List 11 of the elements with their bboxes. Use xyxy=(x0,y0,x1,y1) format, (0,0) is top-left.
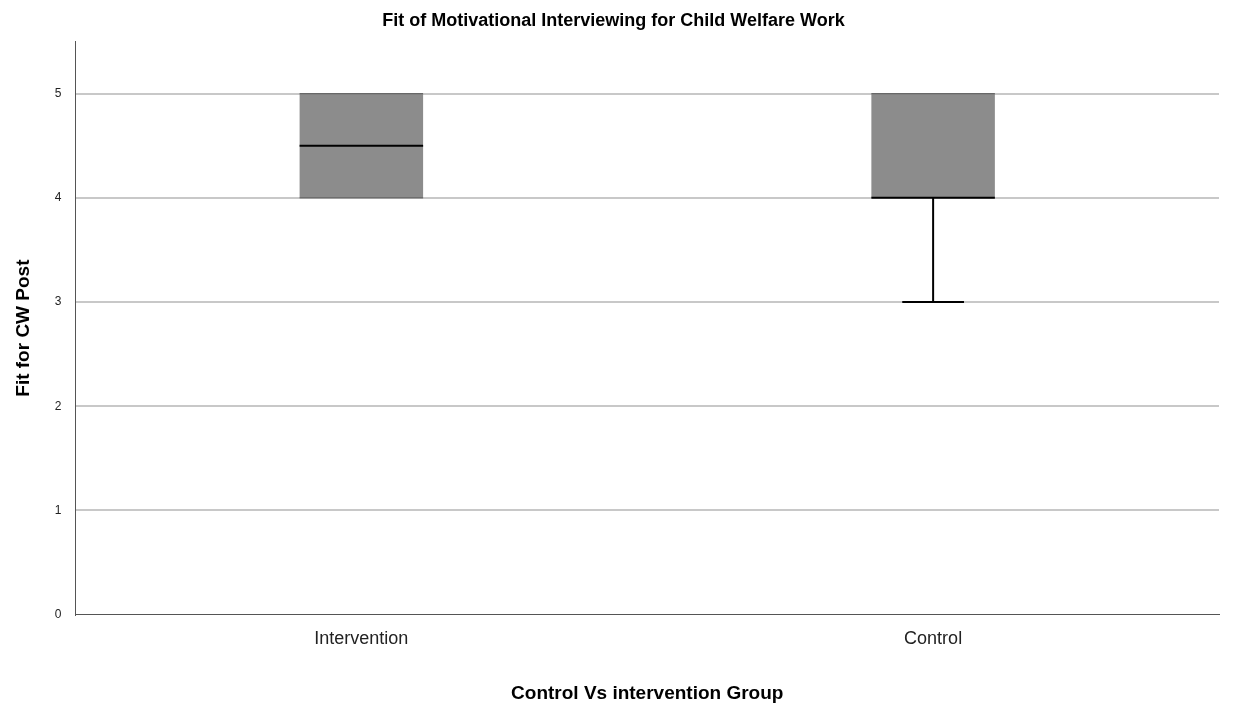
y-tick-label: 1 xyxy=(54,502,62,517)
x-tick-label: Control xyxy=(904,628,963,649)
y-tick-label: 4 xyxy=(54,190,62,205)
x-tick-label: Intervention xyxy=(314,628,409,649)
y-tick-label: 3 xyxy=(54,294,62,309)
chart-title: Fit of Motivational Interviewing for Child Welfare Work xyxy=(382,9,846,30)
x-axis-title: Control Vs intervention Group xyxy=(511,681,784,703)
y-axis-title: Fit for CW Post xyxy=(11,258,33,397)
y-tick-label: 2 xyxy=(54,398,62,413)
y-tick-label: 5 xyxy=(54,86,62,100)
y-tick-label: 0 xyxy=(54,606,62,621)
